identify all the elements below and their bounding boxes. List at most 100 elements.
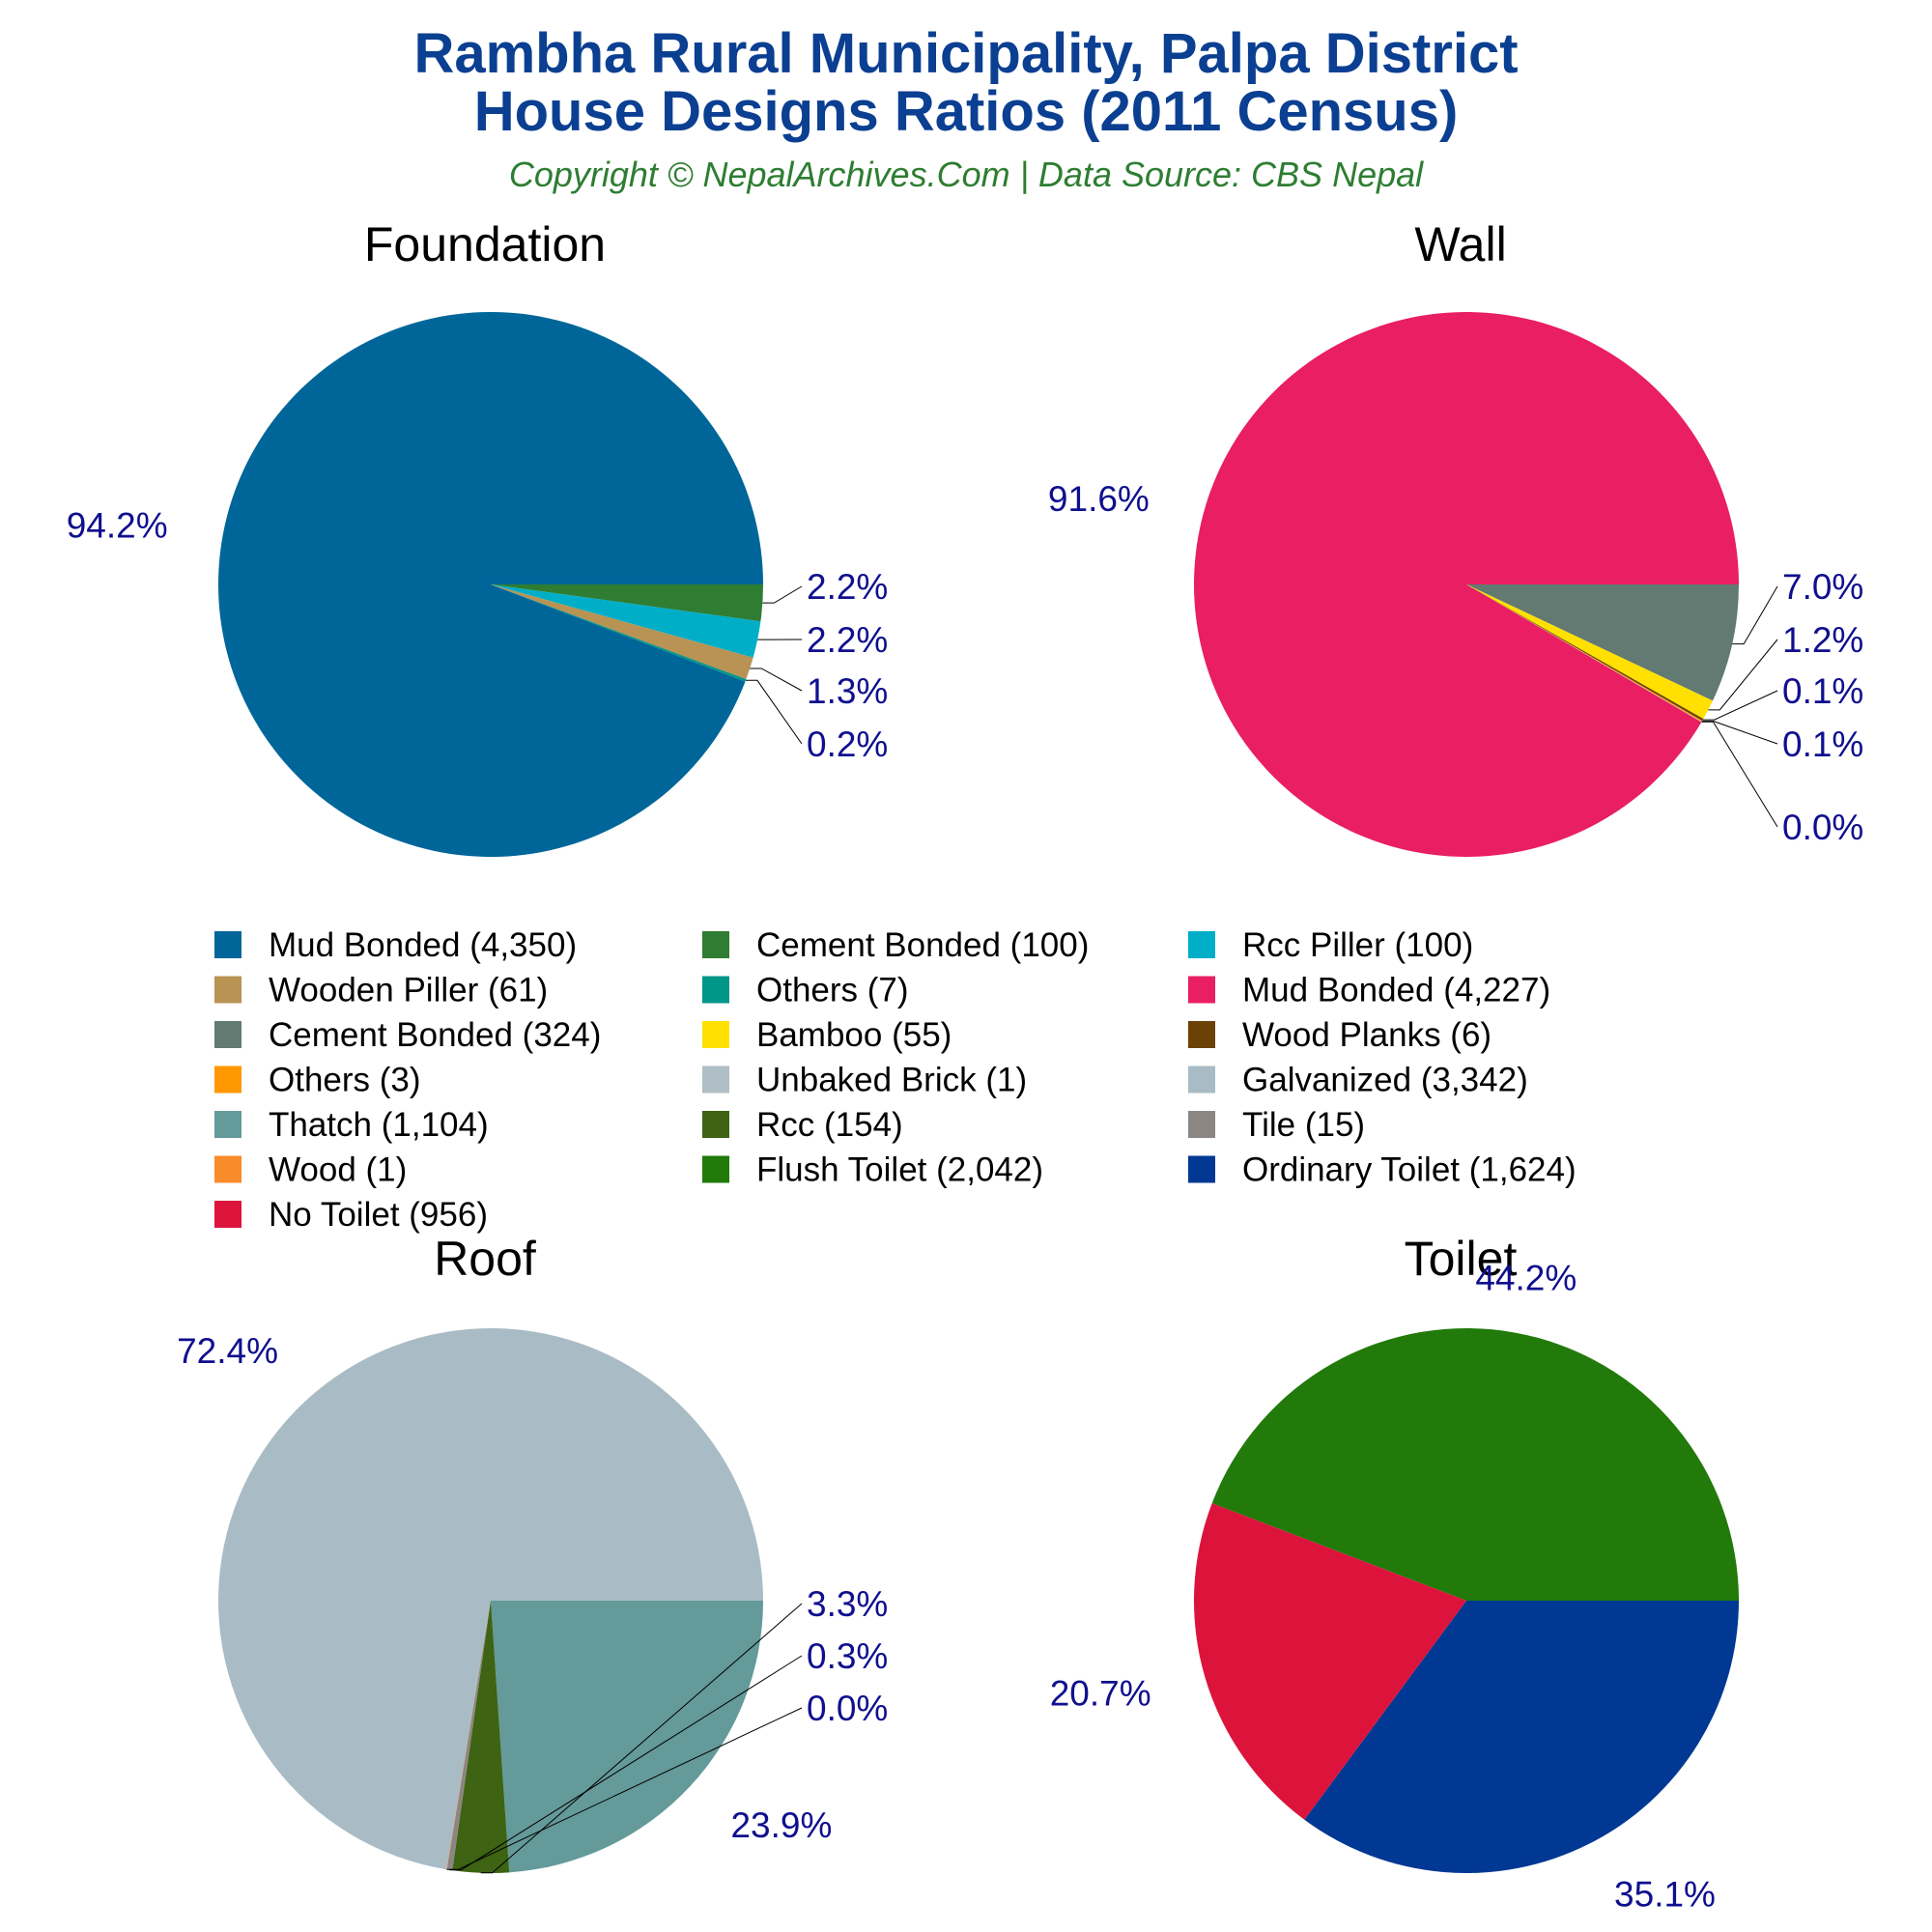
legend: Mud Bonded (4,350) Cement Bonded (100) Rcc… — [214, 926, 1577, 1234]
legend-swatch — [214, 1065, 242, 1094]
legend-item: Mud Bonded (4,350) — [214, 926, 577, 964]
legend-swatch — [1188, 976, 1215, 1004]
legend-item: Flush Toilet (2,042) — [702, 1151, 1043, 1189]
pie-wall-pct-label: 0.0% — [1782, 808, 1863, 847]
pie-roof — [217, 1327, 764, 1873]
pie-roof-pct-label: 3.3% — [807, 1584, 888, 1624]
pie-wall — [1194, 312, 1739, 858]
pie-roof-pct-label: 23.9% — [730, 1805, 832, 1845]
legend-swatch — [702, 1155, 729, 1183]
legend-item: Cement Bonded (324) — [214, 1016, 601, 1054]
pie-toilet-pct-label: 20.7% — [1050, 1673, 1151, 1713]
pie-roof-slice-wood — [446, 1601, 491, 1870]
pie-toilet — [1194, 1328, 1739, 1873]
legend-swatch — [214, 1201, 242, 1228]
pie-foundation-slice-cement-bonded — [491, 584, 763, 622]
legend-label: Wooden Piller (61) — [269, 972, 548, 1009]
legend-label: No Toilet (956) — [269, 1196, 488, 1234]
pie-roof-pct-label: 0.3% — [807, 1636, 888, 1676]
legend-item: Wooden Piller (61) — [214, 972, 548, 1009]
pies-group: 94.2% 2.2% 2.2% 1.3% 0.2% 91.6% 7.0% 1.2% 0.1% 0.… — [67, 311, 1863, 1915]
legend-item: Mud Bonded (4,227) — [1188, 972, 1550, 1009]
pie-wall-pct-label: 7.0% — [1782, 567, 1863, 607]
legend-item: Galvanized (3,342) — [1188, 1062, 1528, 1099]
pie-foundation-pct-label: 0.2% — [807, 724, 888, 764]
legend-swatch — [214, 931, 242, 958]
pie-roof-slice-rcc — [452, 1601, 510, 1873]
legend-label: Thatch (1,104) — [269, 1106, 489, 1144]
legend-item: Thatch (1,104) — [214, 1106, 489, 1144]
legend-swatch — [702, 931, 729, 958]
pie-wall-leader-line — [1701, 721, 1778, 828]
pie-wall-slice-others — [1466, 584, 1703, 723]
legend-swatch — [214, 976, 242, 1004]
pie-roof-labels: 72.4% 23.9% 3.3% 0.3% 0.0% — [177, 1331, 888, 1874]
legend-swatch — [1188, 1021, 1215, 1048]
pie-foundation-labels: 94.2% 2.2% 2.2% 1.3% 0.2% — [67, 505, 889, 764]
pie-title-foundation: Foundation — [364, 217, 606, 271]
legend-label: Wood (1) — [269, 1151, 407, 1189]
pie-wall-labels: 91.6% 7.0% 1.2% 0.1% 0.1% 0.0% — [1048, 479, 1863, 847]
chart-title-line2: House Designs Ratios (2011 Census) — [474, 80, 1459, 143]
pie-roof-slice-tile — [446, 1601, 491, 1871]
legend-swatch — [214, 1111, 242, 1138]
legend-swatch — [1188, 1065, 1215, 1094]
legend-item: Wood Planks (6) — [1188, 1016, 1492, 1054]
pie-toilet-pct-label: 44.2% — [1475, 1259, 1577, 1298]
legend-swatch — [1188, 1111, 1215, 1138]
legend-label: Cement Bonded (324) — [269, 1016, 601, 1054]
legend-item: Ordinary Toilet (1,624) — [1188, 1151, 1577, 1189]
legend-swatch — [1188, 931, 1215, 958]
legend-swatch — [214, 1021, 242, 1048]
pie-foundation-slice-wooden-piller — [491, 584, 753, 680]
legend-item: Tile (15) — [1188, 1106, 1365, 1144]
pie-foundation-slice-mud-bonded — [217, 311, 763, 858]
legend-label: Wood Planks (6) — [1242, 1016, 1492, 1054]
legend-swatch — [702, 1111, 729, 1138]
pie-wall-slice-mud-bonded — [1194, 312, 1739, 858]
legend-swatch — [702, 976, 729, 1004]
legend-swatch — [1188, 1155, 1215, 1183]
legend-label: Rcc Piller (100) — [1242, 926, 1473, 964]
pie-title-toilet: Toilet — [1405, 1232, 1518, 1286]
pie-foundation-leader-line — [745, 679, 803, 745]
pie-roof-slice-thatch — [491, 1601, 763, 1873]
legend-swatch — [702, 1021, 729, 1048]
legend-label: Rcc (154) — [756, 1106, 903, 1144]
pie-wall-slice-cement-bonded — [1466, 584, 1739, 701]
legend-label: Mud Bonded (4,227) — [1242, 972, 1550, 1009]
pie-foundation-pct-label: 1.3% — [807, 671, 888, 711]
pie-toilet-slice-no-toilet — [1194, 1503, 1466, 1820]
pie-foundation-slice-others — [491, 584, 747, 682]
pie-wall-leader-line — [1708, 639, 1778, 711]
chart-title-line1: Rambha Rural Municipality, Palpa Distric… — [413, 22, 1518, 85]
legend-item: Bamboo (55) — [702, 1016, 952, 1054]
pie-wall-slice-bamboo — [1466, 584, 1714, 720]
pie-roof-pct-label: 72.4% — [177, 1331, 278, 1371]
pie-foundation-pct-label: 94.2% — [67, 505, 168, 545]
pie-foundation-slice-rcc-piller — [491, 584, 761, 658]
legend-item: Rcc (154) — [702, 1106, 903, 1144]
legend-label: Others (7) — [756, 972, 909, 1009]
pie-roof-leader-line — [480, 1603, 803, 1874]
legend-label: Bamboo (55) — [756, 1016, 952, 1054]
pie-toilet-slice-ordinary-toilet — [1304, 1601, 1739, 1873]
legend-item: Others (3) — [214, 1062, 421, 1099]
pie-foundation-leader-line — [762, 585, 803, 604]
pie-wall-pct-label: 0.1% — [1782, 724, 1863, 764]
legend-item: Rcc Piller (100) — [1188, 926, 1473, 964]
pie-toilet-labels: 44.2% 35.1% 20.7% — [1050, 1259, 1716, 1915]
pie-toilet-pct-label: 35.1% — [1614, 1875, 1716, 1915]
pie-roof-leader-line — [446, 1707, 803, 1870]
pie-wall-slice-wood-planks — [1466, 584, 1704, 722]
legend-label: Unbaked Brick (1) — [756, 1062, 1027, 1099]
legend-label: Galvanized (3,342) — [1242, 1062, 1528, 1099]
legend-swatch — [702, 1065, 729, 1094]
pie-wall-pct-label: 1.2% — [1782, 620, 1863, 660]
pie-foundation-leader-line — [750, 668, 803, 692]
pie-wall-pct-label: 91.6% — [1048, 479, 1150, 519]
pie-foundation-pct-label: 2.2% — [807, 620, 888, 660]
legend-item: Others (7) — [702, 972, 909, 1009]
chart-subtitle: Copyright © NepalArchives.Com | Data Sou… — [509, 155, 1424, 194]
